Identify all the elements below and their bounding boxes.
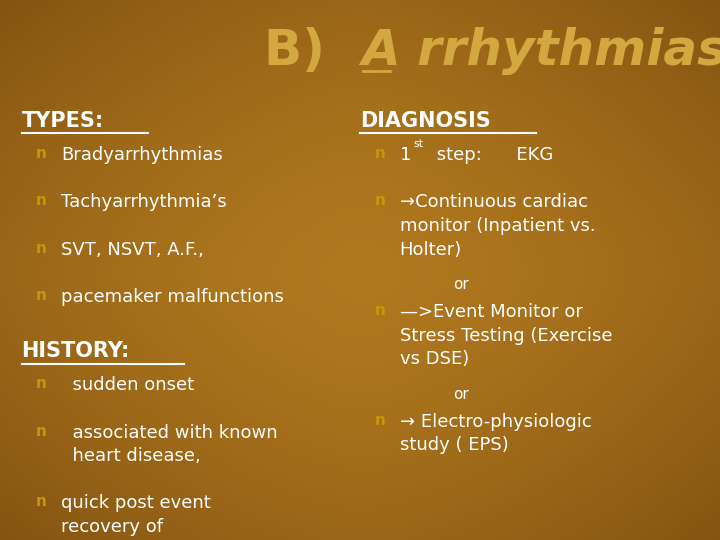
Text: or: or [454,387,469,402]
Text: n: n [36,424,47,439]
Text: DIAGNOSIS: DIAGNOSIS [360,111,491,131]
Text: n: n [374,413,385,428]
Text: n: n [374,193,385,208]
Text: n: n [374,303,385,318]
Text: n: n [36,376,47,392]
Text: →Continuous cardiac
monitor (Inpatient vs.
Holter): →Continuous cardiac monitor (Inpatient v… [400,193,595,259]
Text: quick post event
recovery of
consciousness: quick post event recovery of consciousne… [61,494,211,540]
Text: 1: 1 [400,146,411,164]
Text: n: n [36,193,47,208]
Text: pacemaker malfunctions: pacemaker malfunctions [61,288,284,306]
Text: sudden onset: sudden onset [61,376,194,394]
Text: n: n [36,241,47,256]
Text: or: or [454,277,469,292]
Text: n: n [36,494,47,509]
Text: B): B) [264,27,360,75]
Text: n: n [374,146,385,161]
Text: HISTORY:: HISTORY: [22,341,130,361]
Text: n: n [36,146,47,161]
Text: A rrhythmias: A rrhythmias [361,27,720,75]
Text: step:      EKG: step: EKG [431,146,553,164]
Text: Bradyarrhythmias: Bradyarrhythmias [61,146,223,164]
Text: n: n [36,288,47,303]
Text: associated with known
  heart disease,: associated with known heart disease, [61,424,278,465]
Text: SVT, NSVT, A.F.,: SVT, NSVT, A.F., [61,241,204,259]
Text: st: st [413,139,423,150]
Text: —>Event Monitor or
Stress Testing (Exercise
vs DSE): —>Event Monitor or Stress Testing (Exerc… [400,303,612,368]
Text: Tachyarrhythmia’s: Tachyarrhythmia’s [61,193,227,211]
Text: TYPES:: TYPES: [22,111,104,131]
Text: → Electro-physiologic
study ( EPS): → Electro-physiologic study ( EPS) [400,413,591,454]
